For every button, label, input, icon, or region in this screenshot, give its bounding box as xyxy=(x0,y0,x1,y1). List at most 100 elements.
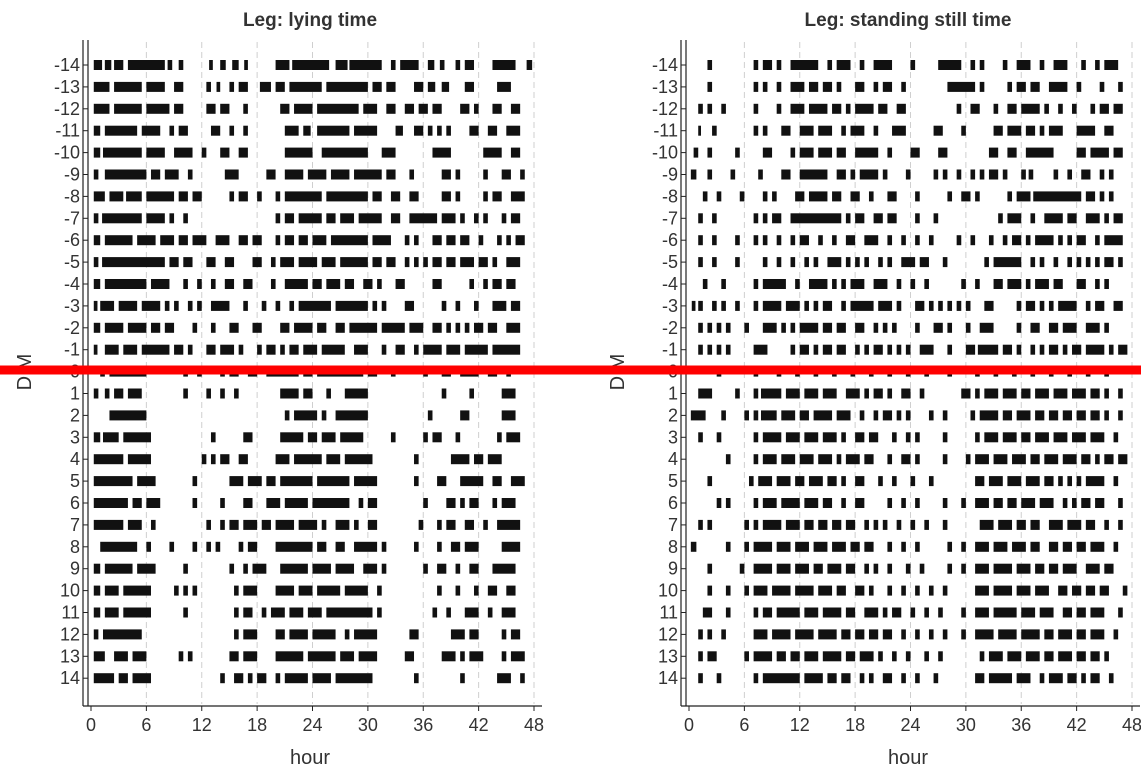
raster-bar xyxy=(938,147,948,158)
raster-bar xyxy=(1021,388,1031,399)
raster-bar xyxy=(439,60,445,70)
raster-bar xyxy=(126,191,142,202)
raster-bar xyxy=(284,279,308,289)
raster-bar xyxy=(464,541,479,552)
raster-bar xyxy=(691,300,696,311)
raster-bar xyxy=(252,322,262,333)
raster-bar xyxy=(275,651,304,662)
raster-bar xyxy=(855,344,860,355)
raster-bar xyxy=(772,213,782,224)
raster-bar xyxy=(707,322,713,333)
raster-bar xyxy=(312,279,322,289)
raster-bar xyxy=(942,498,948,508)
raster-bar xyxy=(1021,432,1031,443)
raster-bar xyxy=(487,322,498,333)
raster-bar xyxy=(873,279,888,289)
raster-bar xyxy=(753,454,759,465)
raster-bar xyxy=(781,410,796,421)
raster-bar xyxy=(716,432,722,443)
raster-bar xyxy=(1104,454,1114,465)
raster-bar xyxy=(326,279,341,289)
raster-bar xyxy=(873,519,879,530)
raster-bar xyxy=(335,563,355,574)
raster-bar xyxy=(915,235,920,246)
raster-bar xyxy=(1067,673,1077,684)
raster-bar xyxy=(146,191,175,202)
raster-bar xyxy=(270,279,276,289)
raster-bar xyxy=(1016,673,1031,684)
raster-bar xyxy=(753,410,759,421)
raster-bar xyxy=(799,322,819,333)
raster-bar xyxy=(1090,432,1105,443)
raster-bar xyxy=(753,607,759,618)
raster-bar xyxy=(947,191,953,202)
raster-bar xyxy=(762,213,768,224)
raster-bar xyxy=(1039,344,1045,355)
raster-bar xyxy=(261,519,271,530)
raster-bar xyxy=(933,213,939,224)
raster-bar xyxy=(984,257,989,268)
raster-bar xyxy=(1067,213,1077,224)
raster-bar xyxy=(464,607,479,618)
raster-bar xyxy=(358,213,382,224)
raster-bar xyxy=(252,257,262,268)
raster-bar xyxy=(975,607,989,618)
raster-bar xyxy=(707,519,713,530)
raster-bar xyxy=(192,235,207,246)
raster-bar xyxy=(993,454,1008,465)
raster-bar xyxy=(469,388,475,399)
raster-bar xyxy=(492,476,502,487)
y-tick-label: -5 xyxy=(662,252,678,272)
raster-bar xyxy=(1085,585,1096,596)
raster-bar xyxy=(1076,81,1082,92)
raster-bar xyxy=(873,60,893,70)
raster-bar xyxy=(896,103,906,114)
raster-bar xyxy=(975,476,985,487)
raster-bar xyxy=(725,454,731,465)
raster-bar xyxy=(868,432,879,443)
raster-bar xyxy=(1007,81,1013,92)
raster-bar xyxy=(799,169,828,180)
raster-bar xyxy=(307,651,336,662)
raster-bar xyxy=(294,322,313,333)
raster-bar xyxy=(919,257,929,268)
raster-bar xyxy=(326,607,373,618)
y-tick-label: 13 xyxy=(60,646,80,666)
raster-bar xyxy=(206,103,216,114)
raster-bar xyxy=(1118,498,1123,508)
raster-bar xyxy=(1072,103,1077,114)
raster-bar xyxy=(712,125,717,136)
raster-bar xyxy=(799,410,809,421)
raster-bar xyxy=(1053,257,1059,268)
raster-bar xyxy=(104,60,112,70)
raster-bar xyxy=(776,541,791,552)
raster-bar xyxy=(739,563,745,574)
raster-bar xyxy=(1058,629,1073,640)
raster-bar xyxy=(183,213,188,224)
raster-bar xyxy=(93,322,101,333)
raster-bar xyxy=(1012,541,1026,552)
raster-bar xyxy=(247,476,262,487)
raster-bar xyxy=(150,169,161,180)
raster-bar xyxy=(855,213,865,224)
raster-bar xyxy=(243,607,253,618)
y-tick-label: 3 xyxy=(70,427,80,447)
x-tick-label: 18 xyxy=(845,715,865,735)
raster-bar xyxy=(970,60,976,70)
raster-bar xyxy=(229,125,235,136)
raster-bar xyxy=(910,279,916,289)
raster-bar xyxy=(707,651,717,662)
raster-bar xyxy=(864,235,879,246)
raster-bar xyxy=(988,147,999,158)
raster-bar xyxy=(938,60,962,70)
raster-bar xyxy=(864,388,869,399)
raster-bar xyxy=(818,629,837,640)
raster-bar xyxy=(432,103,442,114)
raster-bar xyxy=(896,410,902,421)
raster-bar xyxy=(822,607,842,618)
raster-bar xyxy=(758,476,773,487)
raster-bar xyxy=(460,213,465,224)
raster-bar xyxy=(970,103,980,114)
raster-bar xyxy=(892,607,902,618)
raster-bar xyxy=(210,300,230,311)
